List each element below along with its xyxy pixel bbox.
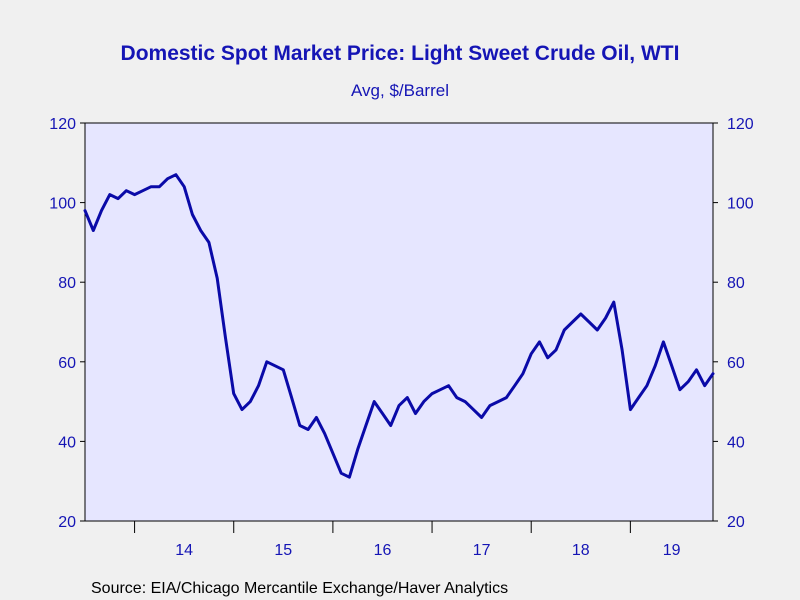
y-tick-label-left: 40 xyxy=(58,434,76,451)
x-tick-label: 18 xyxy=(572,542,590,559)
chart-source: Source: EIA/Chicago Mercantile Exchange/… xyxy=(91,580,508,597)
y-tick-label-left: 120 xyxy=(49,116,76,133)
y-tick-label-left: 20 xyxy=(58,514,76,531)
x-tick-label: 14 xyxy=(175,542,193,559)
x-tick-label: 19 xyxy=(663,542,681,559)
x-tick-label: 15 xyxy=(274,542,292,559)
x-tick-label: 17 xyxy=(473,542,491,559)
y-tick-label-right: 60 xyxy=(727,355,745,372)
chart-subtitle: Avg, $/Barrel xyxy=(351,81,449,100)
series-line xyxy=(83,173,715,479)
y-tick-label-right: 40 xyxy=(727,434,745,451)
axes: 20 20 40 40 60 60 80 80 100 100 120 120 14 15 16 17 18 19 xyxy=(49,116,754,559)
y-tick-label-left: 60 xyxy=(58,355,76,372)
y-tick-label-right: 120 xyxy=(727,116,754,133)
y-tick-label-right: 80 xyxy=(727,275,745,292)
y-tick-label-right: 100 xyxy=(727,196,754,213)
series-layer xyxy=(83,173,715,479)
y-tick-label-left: 80 xyxy=(58,275,76,292)
plot-area xyxy=(84,122,714,522)
y-tick-label-left: 100 xyxy=(49,196,76,213)
x-tick-label: 16 xyxy=(374,542,392,559)
chart-title: Domestic Spot Market Price: Light Sweet … xyxy=(121,42,680,65)
y-tick-label-right: 20 xyxy=(727,514,745,531)
